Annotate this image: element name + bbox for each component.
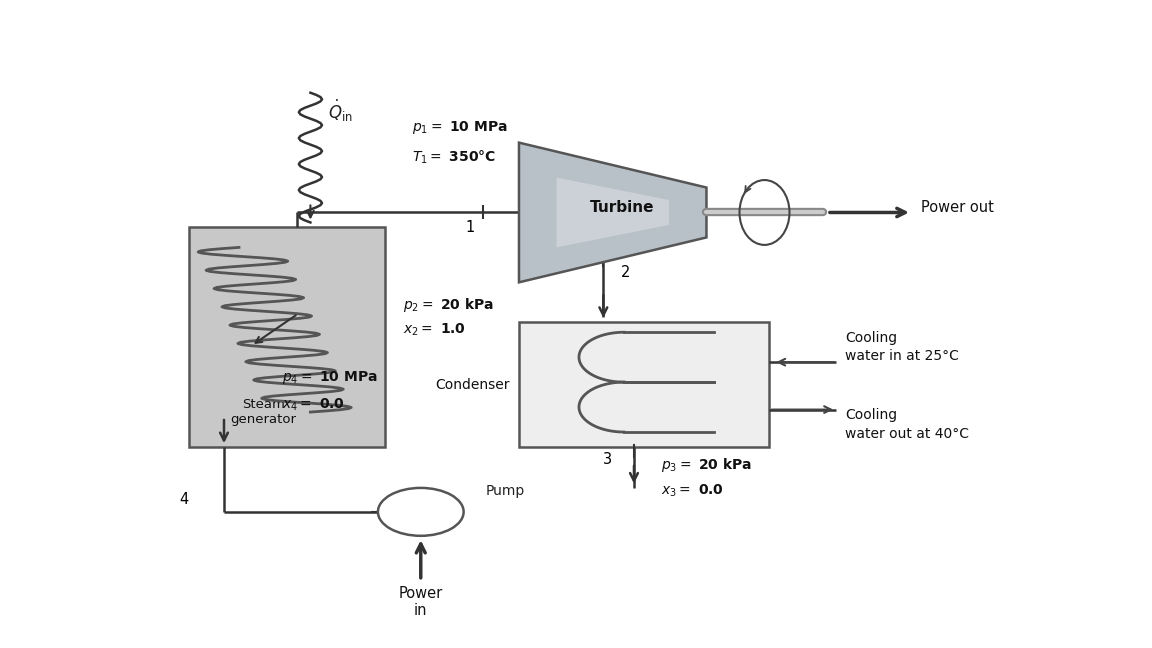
Polygon shape: [556, 178, 669, 248]
Text: $x_2 =$ 1.0: $x_2 =$ 1.0: [403, 321, 465, 338]
Text: Cooling
water in at 25°C: Cooling water in at 25°C: [844, 331, 958, 364]
Text: $x_4 =$ 0.0: $x_4 =$ 0.0: [282, 397, 346, 413]
Text: $\dot{Q}_{\mathrm{in}}$: $\dot{Q}_{\mathrm{in}}$: [328, 98, 354, 124]
Text: 4: 4: [179, 492, 188, 507]
Text: 1: 1: [465, 220, 475, 235]
Text: Power out: Power out: [920, 200, 994, 215]
Text: $x_3 =$ 0.0: $x_3 =$ 0.0: [661, 482, 723, 498]
Bar: [189, 227, 385, 447]
Text: $T_1 =$ 350°C: $T_1 =$ 350°C: [412, 149, 497, 167]
Text: $p_2 =$ 20 kPa: $p_2 =$ 20 kPa: [403, 295, 494, 314]
Circle shape: [378, 488, 463, 536]
Text: 2: 2: [621, 264, 630, 279]
Text: Power
in: Power in: [399, 586, 442, 618]
Text: Steam
generator: Steam generator: [230, 398, 296, 426]
Text: Cooling
water out at 40°C: Cooling water out at 40°C: [844, 408, 969, 441]
Text: $p_4 =$ 10 MPa: $p_4 =$ 10 MPa: [282, 369, 378, 386]
Text: Pump: Pump: [486, 484, 525, 498]
Text: $p_1 =$ 10 MPa: $p_1 =$ 10 MPa: [412, 119, 508, 136]
Polygon shape: [518, 143, 706, 283]
Text: Condenser: Condenser: [435, 378, 510, 391]
Bar: [518, 322, 768, 447]
Text: $p_3 =$ 20 kPa: $p_3 =$ 20 kPa: [661, 456, 752, 474]
Text: Turbine: Turbine: [590, 200, 654, 215]
Text: 3: 3: [602, 452, 612, 467]
